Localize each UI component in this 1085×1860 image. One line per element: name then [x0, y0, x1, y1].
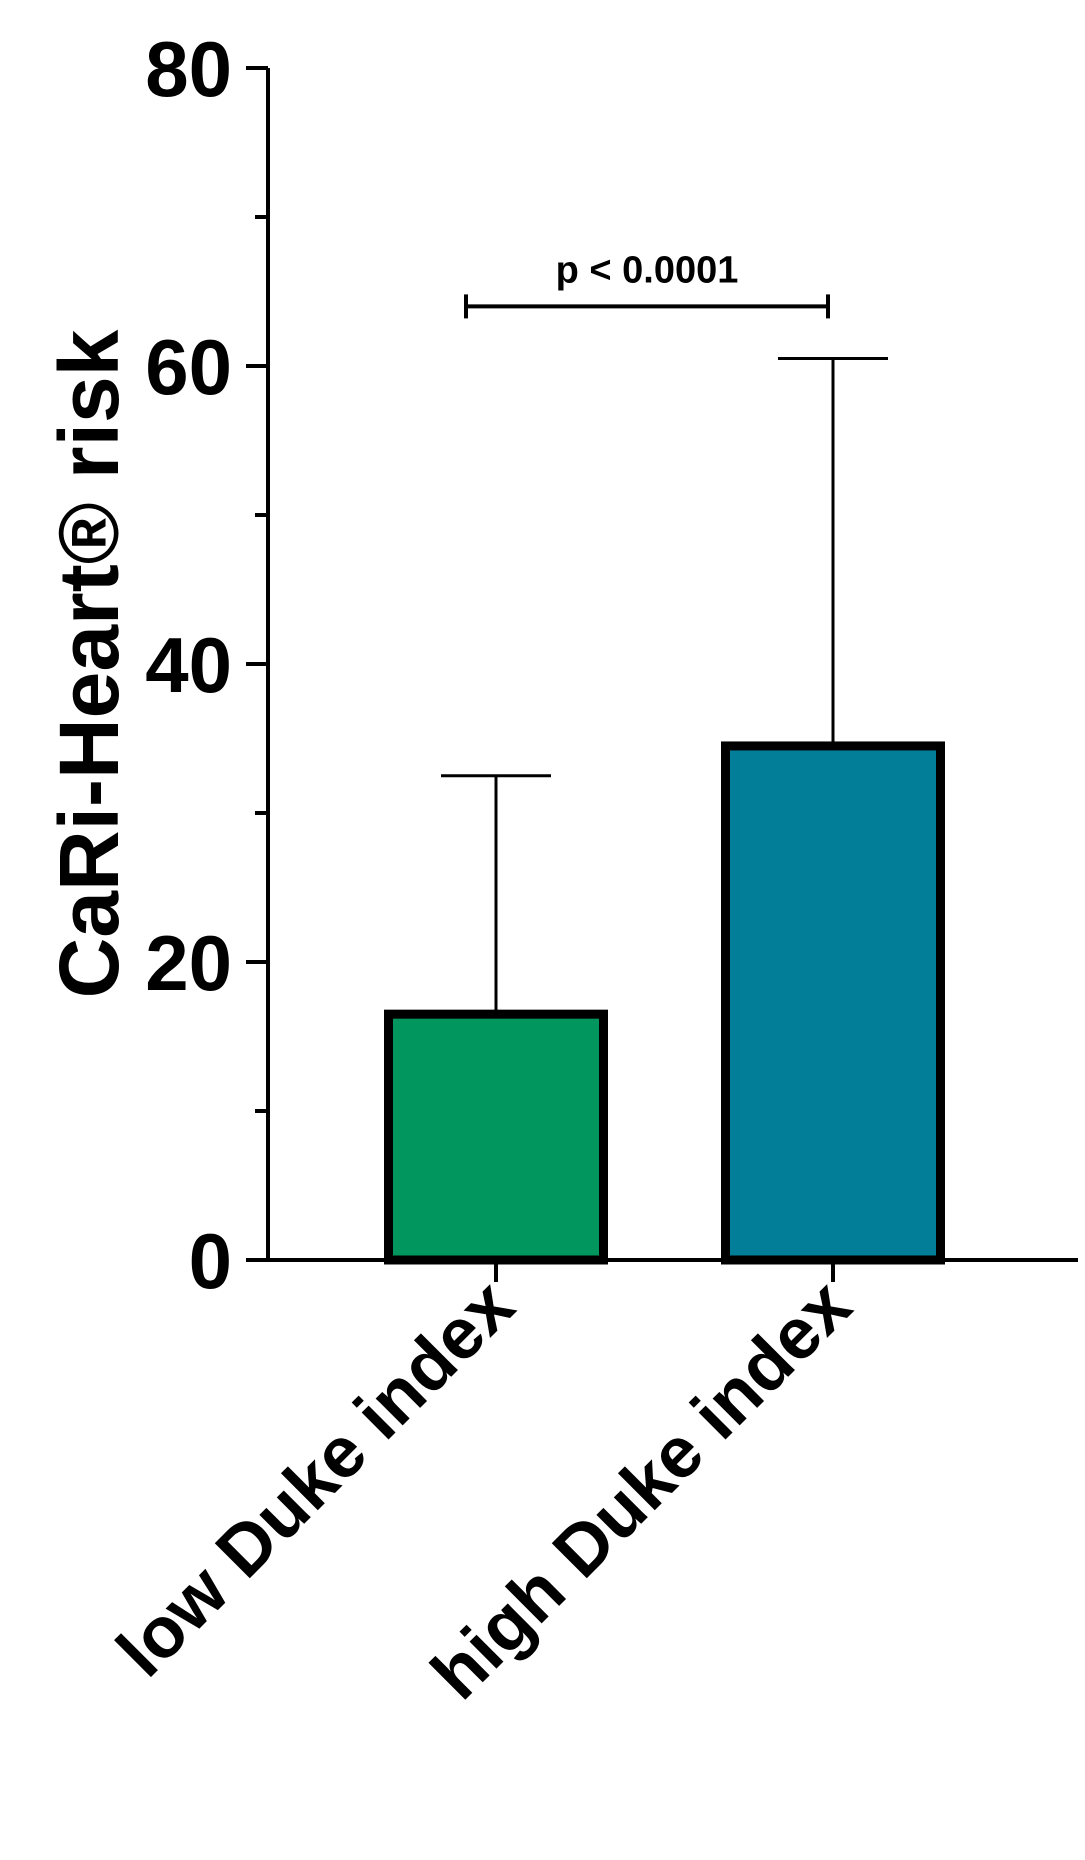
- bar-low-duke-index: [384, 1009, 608, 1265]
- y-tick-label: 80: [145, 25, 232, 113]
- plot-area: [384, 357, 945, 1265]
- significance-label: p < 0.0001: [556, 249, 739, 291]
- significance-bracket: p < 0.0001: [464, 249, 830, 319]
- y-axis-title: CaRi-Heart® risk: [42, 329, 136, 998]
- y-tick-label: 20: [145, 919, 232, 1007]
- y-tick-label: 40: [145, 621, 232, 709]
- bar-high-duke-index: [721, 741, 945, 1265]
- y-tick-label: 60: [145, 323, 232, 411]
- y-axis-ticks: 0 20 40 60 80: [145, 25, 268, 1305]
- y-tick-label: 0: [189, 1217, 232, 1305]
